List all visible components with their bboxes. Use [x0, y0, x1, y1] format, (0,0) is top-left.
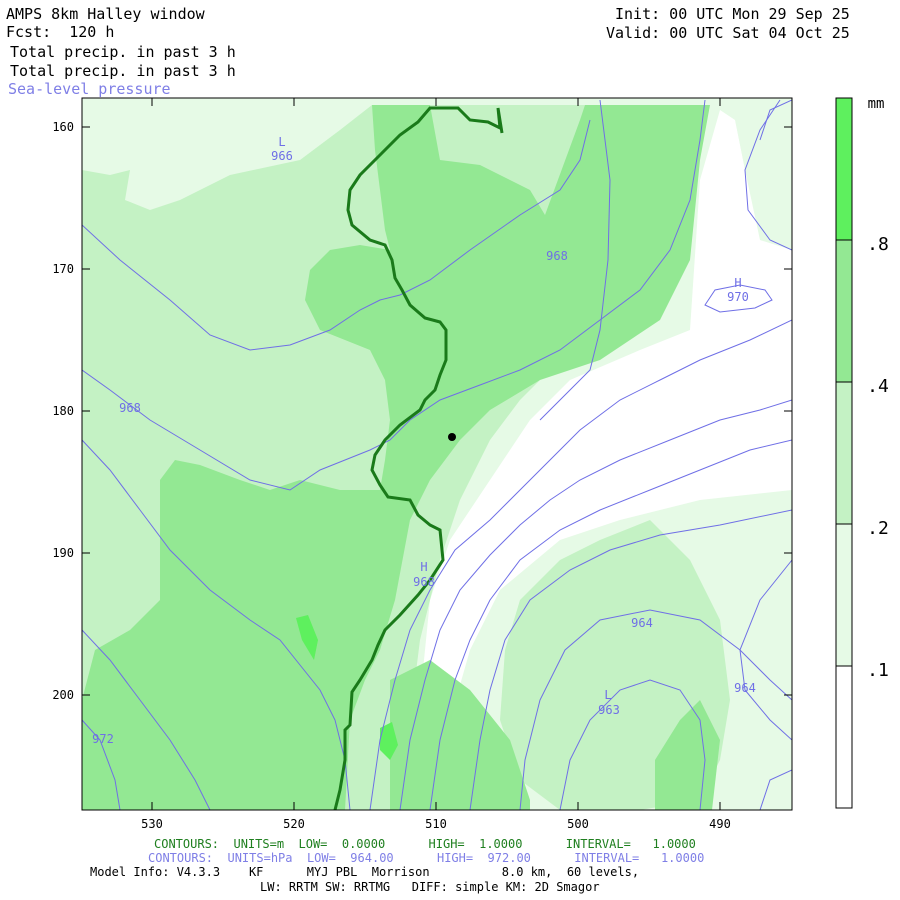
plot-frame [81, 97, 793, 811]
pressure-label: 970 [727, 290, 749, 304]
y-tick-label: 200 [52, 688, 74, 702]
isobar [759, 99, 792, 141]
colorbar-swatch [836, 382, 852, 524]
colorbar-label: .4 [867, 376, 889, 397]
low-center-mark: L [278, 135, 285, 149]
isobar [739, 559, 792, 741]
pressure-labels: L 966 968 H 970 968 H 968 964 L 963 964 … [92, 135, 756, 746]
station-marker [448, 433, 456, 441]
y-tick-label: 190 [52, 546, 74, 560]
colorbar-label: .2 [867, 518, 889, 539]
contour-info-height: CONTOURS: UNITS=m LOW= 0.0000 HIGH= 1.00… [154, 837, 696, 851]
init-time: Init: 00 UTC Mon 29 Sep 25 [615, 5, 850, 23]
pressure-label: 964 [631, 616, 653, 630]
low-center-mark: L [604, 688, 611, 702]
precip-band-04 [82, 105, 710, 810]
pressure-label: 968 [546, 249, 568, 263]
x-axis-ticks [151, 98, 721, 810]
colorbar-label: .1 [867, 660, 889, 681]
physics-info: LW: RRTM SW: RRTMG DIFF: simple KM: 2D S… [260, 880, 600, 894]
colorbar-swatch [836, 98, 852, 240]
x-tick-label: 520 [283, 817, 305, 831]
isobar [704, 284, 773, 313]
pressure-label: 968 [413, 575, 435, 589]
isobar [82, 439, 351, 810]
ice-edge-contour [333, 106, 504, 810]
isobar [759, 769, 792, 810]
isobar [559, 679, 706, 810]
precip-band-04c [655, 700, 720, 810]
pressure-label: 972 [92, 732, 114, 746]
y-tick-label: 180 [52, 404, 74, 418]
height-contour [333, 106, 504, 810]
x-tick-label: 490 [709, 817, 731, 831]
precip-band-04b [390, 660, 530, 810]
high-center-mark: H [420, 560, 427, 574]
high-center-mark: H [734, 276, 741, 290]
precip-band-08b [380, 722, 398, 760]
field-label-2: Total precip. in past 3 h [10, 62, 236, 80]
colorbar-unit: mm [868, 96, 885, 112]
field-label-1: Total precip. in past 3 h [10, 43, 236, 61]
isobar [82, 629, 211, 810]
model-title: AMPS 8km Halley window [6, 5, 205, 23]
colorbar: mm .8 .4 .2 .1 [835, 96, 889, 809]
pressure-label: 963 [598, 703, 620, 717]
x-tick-label: 500 [567, 817, 589, 831]
colorbar-swatch [836, 666, 852, 808]
isobar [82, 119, 591, 351]
x-axis-labels: 530 520 510 500 490 [141, 817, 731, 831]
y-axis-labels: 160 170 180 190 200 [52, 120, 74, 702]
colorbar-swatch [836, 240, 852, 382]
y-tick-label: 170 [52, 262, 74, 276]
field-label-3: Sea-level pressure [8, 80, 171, 98]
isobar [399, 399, 792, 810]
isobar [429, 439, 792, 810]
colorbar-label: .8 [867, 234, 889, 255]
isobar [469, 509, 792, 810]
contour-info-pressure: CONTOURS: UNITS=hPa LOW= 964.00 HIGH= 97… [148, 851, 705, 865]
x-tick-label: 510 [425, 817, 447, 831]
forecast-hour: Fcst: 120 h [6, 23, 115, 41]
pressure-label: 968 [119, 401, 141, 415]
isobar [744, 99, 792, 251]
precip-band-08a [296, 615, 318, 660]
colorbar-swatch [836, 524, 852, 666]
x-tick-label: 530 [141, 817, 163, 831]
y-tick-label: 160 [52, 120, 74, 134]
y-axis-ticks [82, 126, 792, 696]
isobars [82, 99, 792, 810]
isobar [519, 609, 792, 810]
pressure-label: 966 [271, 149, 293, 163]
isobar [82, 719, 121, 810]
isobar [82, 99, 706, 491]
model-info: Model Info: V4.3.3 KF MYJ PBL Morrison 8… [90, 865, 640, 879]
isobar [369, 319, 792, 810]
valid-time: Valid: 00 UTC Sat 04 Oct 25 [606, 24, 850, 42]
precip-shading [82, 98, 792, 810]
pressure-label: 964 [734, 681, 756, 695]
isobar [539, 99, 611, 421]
